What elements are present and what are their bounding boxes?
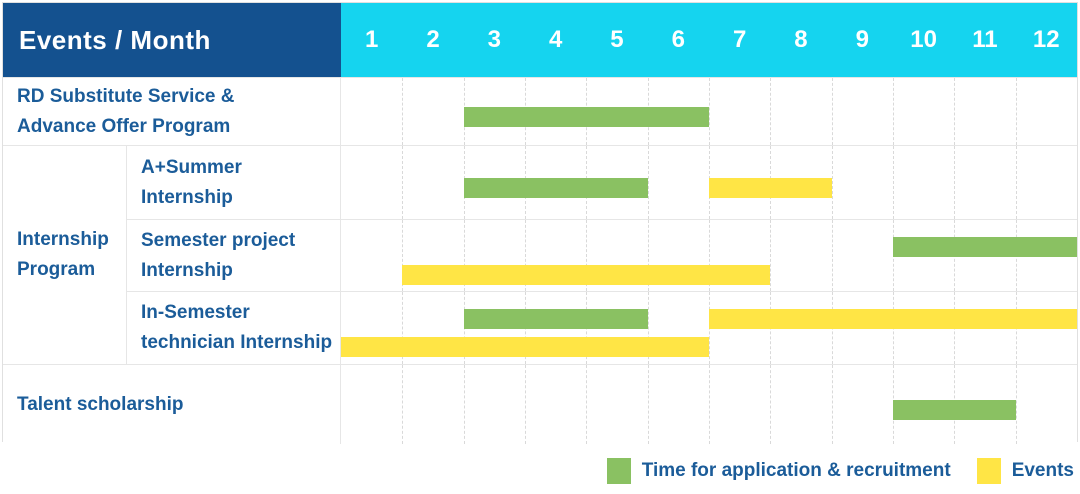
month-gridline — [402, 292, 404, 364]
bar-yellow-a-summer-internship — [709, 178, 832, 198]
month-gridline — [831, 220, 833, 291]
month-header-10: 10 — [910, 26, 937, 53]
month-gridline — [954, 146, 956, 219]
month-gridline — [647, 365, 649, 444]
month-gridline — [770, 78, 772, 145]
month-gridline — [647, 146, 649, 219]
month-header-6: 6 — [671, 26, 685, 53]
bar-yellow-in-semester-technician-internship — [709, 309, 1077, 329]
table-row-semester-project-internship: Semester project Internship — [127, 219, 1077, 291]
row-label-rd-substitute-service-advance-offer-program: RD Substitute Service & Advance Offer Pro… — [3, 78, 341, 145]
bar-green-in-semester-technician-internship — [463, 309, 648, 329]
legend: Time for application & recruitment Events — [581, 458, 1074, 484]
month-gridline — [525, 220, 526, 291]
row-label-in-semester-technician-internship-line: technician Internship — [141, 332, 333, 353]
sub-rows-internship-program: A+Summer Internship Semester project Intern… — [127, 146, 1077, 364]
bar-green-rd-substitute-service-advance-offer-program — [463, 107, 709, 127]
month-header-9: 9 — [855, 26, 869, 53]
month-gridline — [831, 146, 833, 219]
row-label-in-semester-technician-internship: In-Semester technician Internship — [127, 292, 341, 364]
month-gridline — [402, 220, 404, 291]
month-header-4: 4 — [548, 26, 563, 53]
row-label-talent-scholarship: Talent scholarship — [3, 365, 341, 444]
month-header-11: 11 — [972, 26, 998, 53]
month-gridline — [586, 220, 588, 291]
legend-swatch-yellow — [976, 458, 1001, 484]
month-gridline — [647, 292, 649, 364]
legend-label-green: Time for application & recruitment — [641, 460, 951, 481]
month-gridline — [709, 78, 710, 145]
row-label-a-summer-internship-line: A+Summer — [141, 156, 242, 178]
chart-cell-in-semester-technician-internship — [341, 292, 1077, 364]
month-gridline — [893, 78, 894, 145]
row-label-rd-substitute-service-advance-offer-program-line: RD Substitute Service & — [17, 85, 235, 107]
month-gridline — [709, 365, 710, 444]
legend-item-yellow: Events — [976, 458, 1074, 484]
table-row-a-summer-internship: A+Summer Internship — [127, 146, 1077, 219]
month-gridline — [770, 220, 772, 291]
bar-green-semester-project-internship — [893, 237, 1077, 257]
month-header-row: 1 2 3 4 5 6 7 8 9 10 11 12 — [341, 3, 1077, 77]
legend-item-green: Time for application & recruitment — [606, 458, 951, 484]
chart-cell-semester-project-internship — [341, 220, 1077, 291]
month-gridline — [831, 78, 833, 145]
legend-label-yellow: Events — [1011, 460, 1074, 481]
table-row-rd-substitute-service-advance-offer-program: RD Substitute Service & Advance Offer Pro… — [3, 77, 1077, 145]
month-gridline — [586, 365, 588, 444]
bar-yellow-in-semester-technician-internship — [341, 337, 709, 357]
chart-cell-talent-scholarship — [341, 365, 1077, 444]
month-gridline — [1015, 146, 1017, 219]
month-header-5: 5 — [610, 26, 624, 53]
gantt-table: Events / Month 1 2 3 4 5 6 7 8 9 10 11 12 RD Substi… — [2, 2, 1078, 444]
row-label-talent-scholarship-line: Talent scholarship — [17, 393, 184, 415]
group-label-internship-program: Internship Program — [3, 146, 127, 364]
month-gridline — [463, 220, 465, 291]
chart-cell-a-summer-internship — [341, 146, 1077, 219]
group-label-internship-program-line: Program — [17, 259, 96, 280]
gantt-body: RD Substitute Service & Advance Offer Pro… — [3, 77, 1077, 444]
chart-cell-rd-substitute-service-advance-offer-program — [341, 78, 1077, 145]
month-gridline — [463, 365, 465, 444]
row-label-in-semester-technician-internship-line: In-Semester — [141, 302, 250, 323]
group-label-internship-program-line: Internship — [17, 229, 109, 250]
month-header-8: 8 — [794, 26, 808, 53]
row-group-internship-program: Internship Program A+Summer Internship Semes… — [3, 145, 1077, 364]
table-header-row: Events / Month 1 2 3 4 5 6 7 8 9 10 11 12 — [3, 3, 1077, 77]
bar-yellow-semester-project-internship — [402, 265, 771, 285]
month-gridline — [525, 365, 526, 444]
month-gridline — [402, 146, 404, 219]
bar-green-talent-scholarship — [893, 400, 1016, 420]
month-header-1: 1 — [364, 26, 379, 53]
month-header-12: 12 — [1032, 26, 1060, 53]
month-gridline — [402, 78, 404, 145]
row-label-semester-project-internship-line: Semester project — [141, 229, 296, 251]
month-gridline — [647, 220, 649, 291]
month-gridline — [402, 365, 404, 444]
month-gridline — [893, 146, 894, 219]
month-gridline — [954, 78, 956, 145]
table-row-in-semester-technician-internship: In-Semester technician Internship — [127, 291, 1077, 364]
month-gridline — [1015, 365, 1017, 444]
month-gridline — [709, 220, 710, 291]
table-row-talent-scholarship: Talent scholarship — [3, 364, 1077, 444]
row-label-rd-substitute-service-advance-offer-program-line: Advance Offer Program — [17, 115, 231, 137]
month-gridline — [770, 365, 772, 444]
legend-swatch-green — [606, 458, 631, 484]
bar-green-a-summer-internship — [463, 178, 648, 198]
row-label-semester-project-internship: Semester project Internship — [127, 220, 341, 291]
row-label-semester-project-internship-line: Internship — [141, 259, 233, 281]
row-label-a-summer-internship: A+Summer Internship — [127, 146, 341, 219]
row-label-a-summer-internship-line: Internship — [141, 186, 233, 208]
month-header-3: 3 — [487, 26, 501, 53]
month-header-7: 7 — [732, 26, 747, 53]
month-gridline — [1015, 78, 1017, 145]
month-gridline — [831, 365, 833, 444]
events-month-header: Events / Month — [3, 3, 341, 77]
month-header-2: 2 — [426, 26, 440, 53]
